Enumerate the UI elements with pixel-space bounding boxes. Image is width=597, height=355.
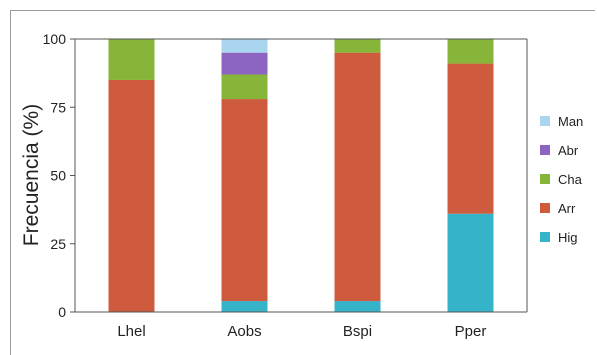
bar-bspi-hig bbox=[334, 301, 381, 312]
y-tick-label: 75 bbox=[50, 99, 66, 115]
legend-label-man: Man bbox=[558, 114, 583, 129]
legend-label-cha: Cha bbox=[558, 172, 583, 187]
legend-label-hig: Hig bbox=[558, 230, 578, 245]
x-tick-label: Pper bbox=[455, 323, 487, 340]
chart-frame bbox=[10, 10, 595, 355]
x-tick-label: Lhel bbox=[117, 323, 145, 340]
y-tick-label: 25 bbox=[50, 236, 66, 252]
legend-swatch-hig bbox=[540, 232, 550, 242]
bar-pper-arr bbox=[447, 63, 494, 214]
legend-swatch-man bbox=[540, 116, 550, 126]
bar-lhel-cha bbox=[108, 39, 155, 80]
bar-aobs-man bbox=[221, 39, 268, 53]
bar-pper-hig bbox=[447, 213, 494, 312]
y-ticks-group: 0 25 50 75 100 bbox=[43, 31, 75, 320]
legend-swatch-abr bbox=[540, 145, 550, 155]
bar-aobs-hig bbox=[221, 301, 268, 312]
y-axis-title: Frecuencia (%) bbox=[20, 104, 43, 246]
legend-swatch-arr bbox=[540, 203, 550, 213]
legend-label-arr: Arr bbox=[558, 201, 576, 216]
bar-bspi-cha bbox=[334, 39, 381, 53]
bar-bspi-arr bbox=[334, 52, 381, 302]
bar-aobs-arr bbox=[221, 99, 268, 302]
bar-aobs-abr bbox=[221, 52, 268, 75]
bar-aobs-cha bbox=[221, 74, 268, 100]
x-tick-label: Aobs bbox=[227, 323, 261, 340]
legend: Man Abr Cha Arr Hig bbox=[540, 114, 583, 245]
x-labels-group: Lhel Aobs Bspi Pper bbox=[117, 323, 486, 340]
bars-group bbox=[108, 39, 494, 312]
y-tick-label: 50 bbox=[50, 168, 66, 184]
bar-lhel-arr bbox=[108, 79, 155, 312]
legend-label-abr: Abr bbox=[558, 143, 579, 158]
y-tick-label: 100 bbox=[43, 31, 67, 47]
y-tick-label: 0 bbox=[58, 304, 66, 320]
bar-pper-cha bbox=[447, 39, 494, 64]
x-tick-label: Bspi bbox=[343, 323, 372, 340]
legend-swatch-cha bbox=[540, 174, 550, 184]
